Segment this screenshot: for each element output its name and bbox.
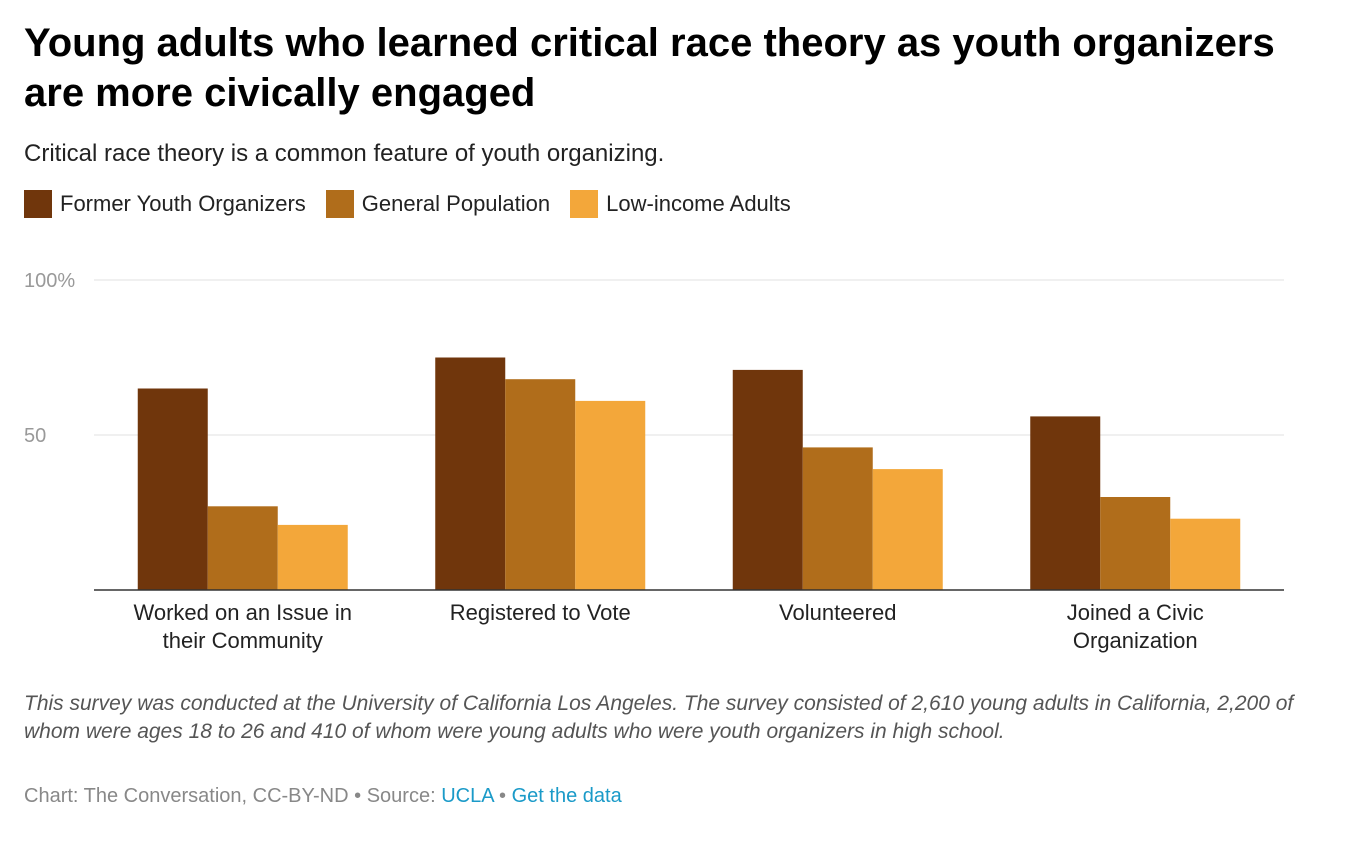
bar bbox=[575, 400, 646, 590]
legend-label: Former Youth Organizers bbox=[60, 191, 306, 216]
x-tick-label: Volunteered bbox=[779, 600, 896, 625]
legend-swatch bbox=[570, 190, 599, 218]
bar bbox=[1170, 518, 1241, 590]
survey-note: This survey was conducted at the Univers… bbox=[24, 692, 1294, 743]
bar bbox=[435, 357, 506, 590]
y-tick-label: 100% bbox=[24, 270, 75, 292]
y-tick-label: 50 bbox=[24, 425, 46, 447]
x-tick-label: their Community bbox=[163, 628, 323, 653]
legend: Former Youth Organizers General Populati… bbox=[24, 190, 811, 218]
legend-item-former-youth-organizers: Former Youth Organizers bbox=[24, 190, 306, 218]
bar bbox=[872, 469, 943, 590]
chart-title: Young adults who learned critical race t… bbox=[24, 21, 1275, 115]
bar bbox=[1030, 416, 1101, 590]
legend-swatch bbox=[24, 190, 52, 218]
x-tick-label: Organization bbox=[1073, 628, 1198, 653]
chart-subtitle: Critical race theory is a common feature… bbox=[24, 140, 665, 167]
get-the-data-link[interactable]: Get the data bbox=[511, 785, 622, 807]
legend-item-low-income-adults: Low-income Adults bbox=[570, 190, 791, 218]
source-line: Chart: The Conversation, CC-BY-ND • Sour… bbox=[24, 785, 622, 808]
legend-label: General Population bbox=[361, 191, 551, 216]
source-link-ucla[interactable]: UCLA bbox=[441, 785, 494, 807]
chart-credit: Chart: The Conversation, CC-BY-ND bbox=[24, 785, 349, 807]
separator: • bbox=[354, 785, 362, 807]
x-tick-label: Joined a Civic bbox=[1067, 600, 1204, 625]
bar bbox=[732, 369, 803, 590]
x-tick-label: Registered to Vote bbox=[450, 600, 631, 625]
bar bbox=[505, 379, 576, 590]
bar bbox=[1100, 497, 1171, 590]
bar bbox=[277, 524, 348, 590]
bar bbox=[137, 388, 208, 590]
separator: • bbox=[499, 785, 507, 807]
legend-item-general-population: General Population bbox=[325, 190, 551, 218]
x-tick-label: Worked on an Issue in bbox=[134, 600, 353, 625]
bar bbox=[802, 447, 873, 590]
source-prefix: Source: bbox=[366, 785, 436, 807]
bar-chart: 100% 50 Worked on an Issue in their Communi… bbox=[24, 270, 1284, 653]
legend-label: Low-income Adults bbox=[606, 191, 791, 216]
legend-swatch bbox=[325, 190, 354, 218]
bar bbox=[207, 506, 278, 590]
